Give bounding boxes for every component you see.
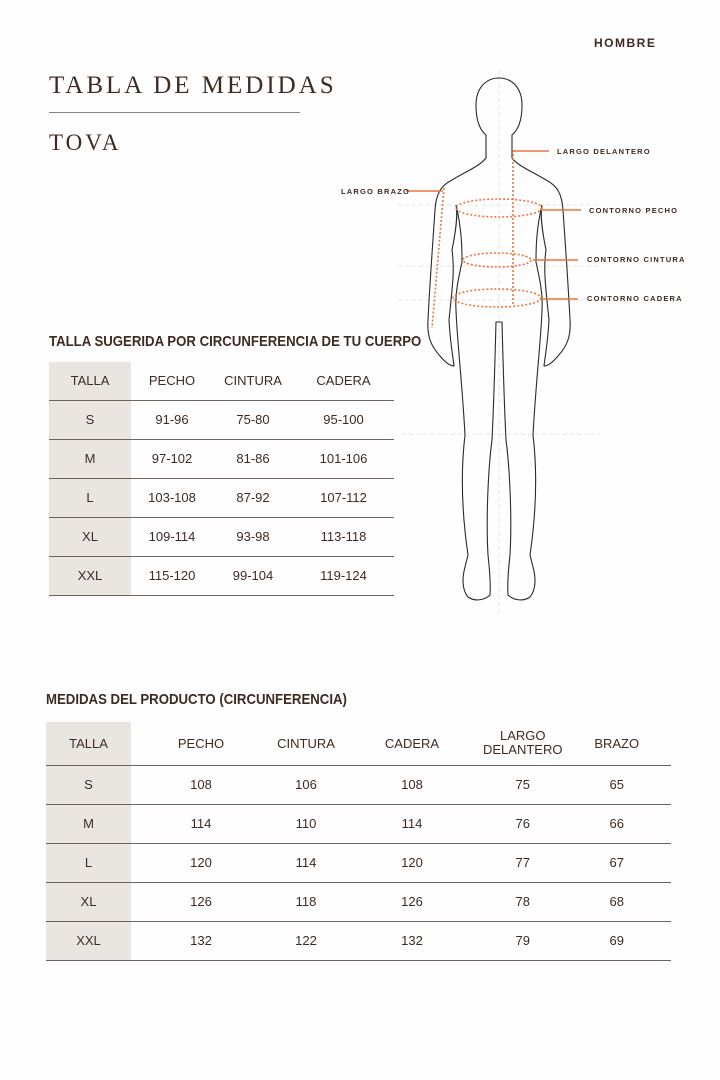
value-cell: 75 [483, 764, 563, 804]
table-row: XL 109-114 93-98 113-118 [49, 516, 394, 556]
value-cell: 95-100 [293, 399, 394, 439]
value-cell: 114 [341, 803, 483, 843]
table-row: M 97-102 81-86 101-106 [49, 438, 394, 478]
value-cell: 119-124 [293, 555, 394, 596]
value-cell: 126 [341, 881, 483, 921]
hip-measure [452, 288, 542, 308]
value-cell: 79 [483, 920, 563, 961]
table-row: S 91-96 75-80 95-100 [49, 399, 394, 439]
value-cell: 106 [271, 764, 341, 804]
value-cell: 68 [562, 881, 671, 921]
header-cell: CINTURA [224, 373, 282, 389]
page-title: TABLA DE MEDIDAS [49, 72, 337, 99]
table-row: S 108 106 108 75 65 [46, 764, 671, 804]
value-cell: 93-98 [213, 516, 293, 556]
body-table-title: TALLA SUGERIDA POR CIRCUNFERENCIA DE TU … [49, 333, 422, 350]
table-row: M 114 110 114 76 66 [46, 803, 671, 843]
size-cell: M [49, 438, 131, 478]
waist-measure [462, 252, 532, 268]
table-row: L 120 114 120 77 67 [46, 842, 671, 882]
arm-length-measure [431, 187, 445, 329]
value-cell: 108 [131, 764, 271, 804]
header-cell: BRAZO [594, 735, 640, 751]
value-cell: 122 [271, 920, 341, 961]
value-cell: 132 [131, 920, 271, 961]
value-cell: 65 [562, 764, 671, 804]
size-cell: XXL [49, 555, 131, 596]
header-cell: PECHO [177, 735, 225, 751]
label-largo-brazo: LARGO BRAZO [341, 187, 411, 196]
size-cell: S [46, 764, 131, 804]
value-cell: 67 [562, 842, 671, 882]
value-cell: 113-118 [293, 516, 394, 556]
size-cell: XXL [46, 920, 131, 961]
measurement-marks [406, 150, 581, 329]
value-cell: 109-114 [131, 516, 213, 556]
value-cell: 75-80 [213, 399, 293, 439]
label-contorno-cintura: CONTORNO CINTURA [587, 255, 686, 264]
value-cell: 101-106 [293, 438, 394, 478]
value-cell: 97-102 [131, 438, 213, 478]
value-cell: 69 [562, 920, 671, 961]
label-largo-delantero: LARGO DELANTERO [557, 147, 651, 156]
header-cell: TALLA [49, 362, 131, 400]
value-cell: 91-96 [131, 399, 213, 439]
value-cell: 81-86 [213, 438, 293, 478]
size-cell: L [49, 477, 131, 517]
product-table-title: MEDIDAS DEL PRODUCTO (CIRCUNFERENCIA) [46, 691, 347, 708]
value-cell: 120 [131, 842, 271, 882]
header-cell: CINTURA [277, 735, 335, 751]
size-cell: S [49, 399, 131, 439]
table-row: L 103-108 87-92 107-112 [49, 477, 394, 517]
value-cell: 115-120 [131, 555, 213, 596]
size-cell: M [46, 803, 131, 843]
header-cell: CADERA [316, 373, 371, 389]
value-cell: 103-108 [131, 477, 213, 517]
size-cell: XL [46, 881, 131, 921]
table-header: TALLA PECHO CINTURA CADERA [49, 362, 394, 400]
value-cell: 120 [341, 842, 483, 882]
label-contorno-pecho: CONTORNO PECHO [589, 206, 679, 215]
table-row: XXL 115-120 99-104 119-124 [49, 555, 394, 596]
body-outline [427, 77, 571, 601]
table-row: XXL 132 122 132 79 69 [46, 920, 671, 961]
chest-measure [455, 198, 543, 218]
value-cell: 66 [562, 803, 671, 843]
product-size-table: TALLA PECHO CINTURA CADERA LARGO DELANTE… [46, 722, 671, 961]
value-cell: 108 [341, 764, 483, 804]
label-contorno-cadera: CONTORNO CADERA [587, 294, 683, 303]
value-cell: 76 [483, 803, 563, 843]
table-header: TALLA PECHO CINTURA CADERA LARGO DELANTE… [46, 722, 671, 765]
value-cell: 114 [131, 803, 271, 843]
value-cell: 114 [271, 842, 341, 882]
header-cell: CADERA [384, 735, 440, 751]
value-cell: 78 [483, 881, 563, 921]
value-cell: 99-104 [213, 555, 293, 596]
value-cell: 107-112 [293, 477, 394, 517]
value-cell: 126 [131, 881, 271, 921]
gender-label: HOMBRE [594, 36, 657, 50]
size-cell: XL [49, 516, 131, 556]
title-divider [49, 112, 300, 113]
product-name: TOVA [49, 130, 122, 155]
value-cell: 87-92 [213, 477, 293, 517]
header-cell: TALLA [46, 722, 131, 765]
value-cell: 132 [341, 920, 483, 961]
value-cell: 110 [271, 803, 341, 843]
value-cell: 77 [483, 842, 563, 882]
header-cell: LARGO DELANTERO [483, 728, 563, 758]
header-cell: PECHO [148, 373, 196, 389]
size-cell: L [46, 842, 131, 882]
value-cell: 118 [271, 881, 341, 921]
table-row: XL 126 118 126 78 68 [46, 881, 671, 921]
body-size-table: TALLA PECHO CINTURA CADERA S 91-96 75-80 95… [49, 362, 394, 596]
